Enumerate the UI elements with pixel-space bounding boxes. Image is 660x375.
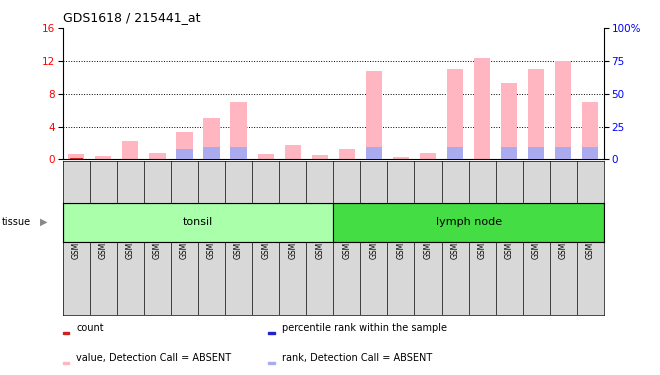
Text: GSM51388: GSM51388 [261,217,270,259]
Bar [555,147,572,159]
Bar [582,147,599,159]
Text: GSM51382: GSM51382 [99,217,108,259]
Text: GSM51371: GSM51371 [343,217,351,259]
Text: GSM51380: GSM51380 [586,217,595,259]
Bar [257,154,274,159]
Text: GSM51384: GSM51384 [153,217,162,259]
Bar [393,157,409,159]
Bar [501,147,517,159]
Text: GSM51376: GSM51376 [478,217,486,259]
Text: GSM51385: GSM51385 [180,217,189,259]
Text: GSM51375: GSM51375 [451,217,459,259]
Bar [269,332,275,334]
Bar [122,141,139,159]
Text: GSM51381: GSM51381 [72,217,81,259]
Bar [528,147,544,159]
Text: GSM51390: GSM51390 [315,217,324,259]
Text: GSM51389: GSM51389 [288,217,297,259]
Bar [474,58,490,159]
Bar [68,154,84,159]
Text: GSM51379: GSM51379 [559,217,568,259]
Bar [203,147,220,159]
Bar [176,149,193,159]
Bar [203,118,220,159]
Bar [230,102,247,159]
Bar [528,69,544,159]
Bar [447,69,463,159]
Text: count: count [77,323,104,333]
Bar [501,83,517,159]
Bar [269,362,275,364]
Bar [63,362,69,364]
Bar [176,132,193,159]
Text: percentile rank within the sample: percentile rank within the sample [282,323,447,333]
Text: GSM51378: GSM51378 [532,217,541,259]
Text: GSM51373: GSM51373 [397,217,405,259]
Bar [63,332,69,334]
Bar [312,155,328,159]
Bar [366,147,382,159]
Bar [149,153,166,159]
Text: GSM51374: GSM51374 [424,217,432,259]
Text: value, Detection Call = ABSENT: value, Detection Call = ABSENT [77,353,232,363]
Text: tissue: tissue [1,217,30,227]
Bar [63,202,333,242]
Bar [555,61,572,159]
Bar [582,102,599,159]
Text: GSM51386: GSM51386 [207,217,216,259]
Bar [284,146,301,159]
Text: rank, Detection Call = ABSENT: rank, Detection Call = ABSENT [282,353,432,363]
Bar [230,147,247,159]
Text: lymph node: lymph node [436,217,502,227]
Bar [95,156,112,159]
Bar [339,149,355,159]
Text: ▶: ▶ [40,217,47,227]
Text: GDS1618 / 215441_at: GDS1618 / 215441_at [63,11,200,24]
Bar [447,147,463,159]
Text: GSM51387: GSM51387 [234,217,243,259]
Bar [366,71,382,159]
Text: GSM51372: GSM51372 [370,217,378,259]
Bar [333,202,604,242]
Text: GSM51383: GSM51383 [126,217,135,259]
Text: tonsil: tonsil [183,217,213,227]
Bar [70,158,82,159]
Bar [420,153,436,159]
Text: GSM51377: GSM51377 [505,217,513,259]
